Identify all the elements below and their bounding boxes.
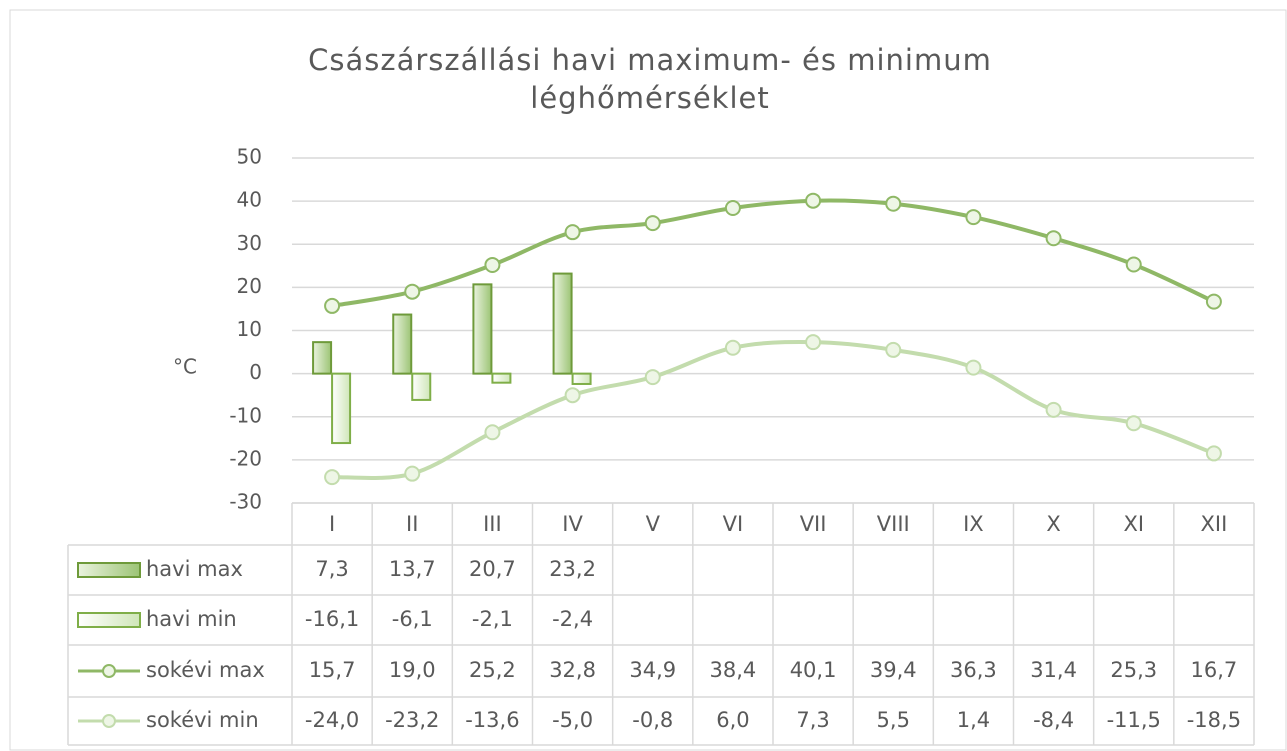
table-value: 1,4: [957, 708, 990, 732]
y-tick-label: 20: [237, 274, 262, 298]
bar: [491, 372, 512, 384]
point: [1205, 293, 1222, 310]
x-tick-label: IV: [562, 512, 583, 536]
point: [885, 341, 902, 358]
table-value: 39,4: [870, 658, 917, 682]
table-value: -0,8: [632, 708, 673, 732]
bar: [411, 372, 432, 401]
point: [484, 424, 501, 441]
y-tick-label: 30: [237, 231, 262, 255]
table-value: 16,7: [1191, 658, 1238, 682]
point: [805, 192, 822, 209]
y-axis-label: °C: [173, 355, 197, 379]
table-value: -24,0: [305, 708, 359, 732]
point: [644, 215, 661, 232]
x-tick-label: VII: [800, 512, 827, 536]
point: [805, 334, 822, 351]
bar: [552, 272, 573, 375]
table-value: -11,5: [1107, 708, 1161, 732]
y-tick-label: 50: [237, 145, 262, 169]
table-value: -2,4: [552, 607, 593, 631]
y-tick-label: 0: [249, 360, 262, 384]
legend-key: [102, 664, 116, 678]
table-value: -13,6: [465, 708, 519, 732]
table-value: 6,0: [716, 708, 749, 732]
x-tick-label: IX: [963, 512, 984, 536]
point: [1045, 401, 1062, 418]
point: [324, 469, 341, 486]
chart-subtitle: léghőmérséklet: [530, 81, 769, 115]
point: [404, 465, 421, 482]
legend-label: havi max: [146, 557, 243, 581]
x-tick-label: V: [646, 512, 661, 536]
x-tick-label: XI: [1123, 512, 1144, 536]
point: [965, 359, 982, 376]
point: [724, 339, 741, 356]
table-value: 13,7: [389, 557, 436, 581]
x-tick-label: II: [406, 512, 418, 536]
table-value: -8,4: [1033, 708, 1074, 732]
bar: [392, 313, 413, 375]
point: [644, 369, 661, 386]
point: [885, 195, 902, 212]
legend-key: [77, 612, 141, 628]
legend-label: sokévi max: [146, 658, 265, 682]
bar: [312, 341, 333, 375]
table-value: 7,3: [796, 708, 829, 732]
bar: [571, 372, 592, 385]
point: [1045, 230, 1062, 247]
x-tick-label: III: [483, 512, 502, 536]
x-tick-label: X: [1046, 512, 1060, 536]
y-tick-label: 10: [237, 317, 262, 341]
table-value: -23,2: [385, 708, 439, 732]
point: [404, 283, 421, 300]
y-tick-label: 40: [237, 188, 262, 212]
table-value: 40,1: [790, 658, 837, 682]
table-value: 7,3: [315, 557, 348, 581]
point: [965, 209, 982, 226]
table-value: 31,4: [1030, 658, 1077, 682]
table-value: -16,1: [305, 607, 359, 631]
table-value: -2,1: [472, 607, 513, 631]
legend-label: havi min: [146, 607, 237, 631]
point: [1205, 445, 1222, 462]
point: [564, 387, 581, 404]
table-value: 25,2: [469, 658, 516, 682]
table-value: 20,7: [469, 557, 516, 581]
point: [564, 224, 581, 241]
table-value: 15,7: [309, 658, 356, 682]
table-value: 36,3: [950, 658, 997, 682]
table-value: -18,5: [1187, 708, 1241, 732]
line: [331, 340, 1215, 480]
table-value: 38,4: [710, 658, 757, 682]
legend-label: sokévi min: [146, 708, 259, 732]
x-tick-label: I: [329, 512, 335, 536]
bar: [331, 372, 352, 445]
line: [331, 198, 1215, 308]
table-value: -6,1: [392, 607, 433, 631]
table-value: 34,9: [629, 658, 676, 682]
chart-title: Császárszállási havi maximum- és minimum: [308, 43, 992, 77]
bar: [472, 283, 493, 375]
y-tick-label: -10: [229, 403, 262, 427]
table-value: 23,2: [549, 557, 596, 581]
point: [1125, 256, 1142, 273]
table-value: 25,3: [1110, 658, 1157, 682]
legend-key: [77, 562, 141, 578]
point: [484, 256, 501, 273]
y-tick-label: -30: [229, 490, 262, 514]
legend-key: [102, 714, 116, 728]
table-value: 5,5: [877, 708, 910, 732]
x-tick-label: VIII: [877, 512, 910, 536]
point: [324, 297, 341, 314]
x-tick-label: VI: [723, 512, 744, 536]
y-tick-label: -20: [229, 446, 262, 470]
table-value: -5,0: [552, 708, 593, 732]
point: [724, 200, 741, 217]
x-tick-label: XII: [1201, 512, 1228, 536]
table-value: 32,8: [549, 658, 596, 682]
table-value: 19,0: [389, 658, 436, 682]
point: [1125, 415, 1142, 432]
